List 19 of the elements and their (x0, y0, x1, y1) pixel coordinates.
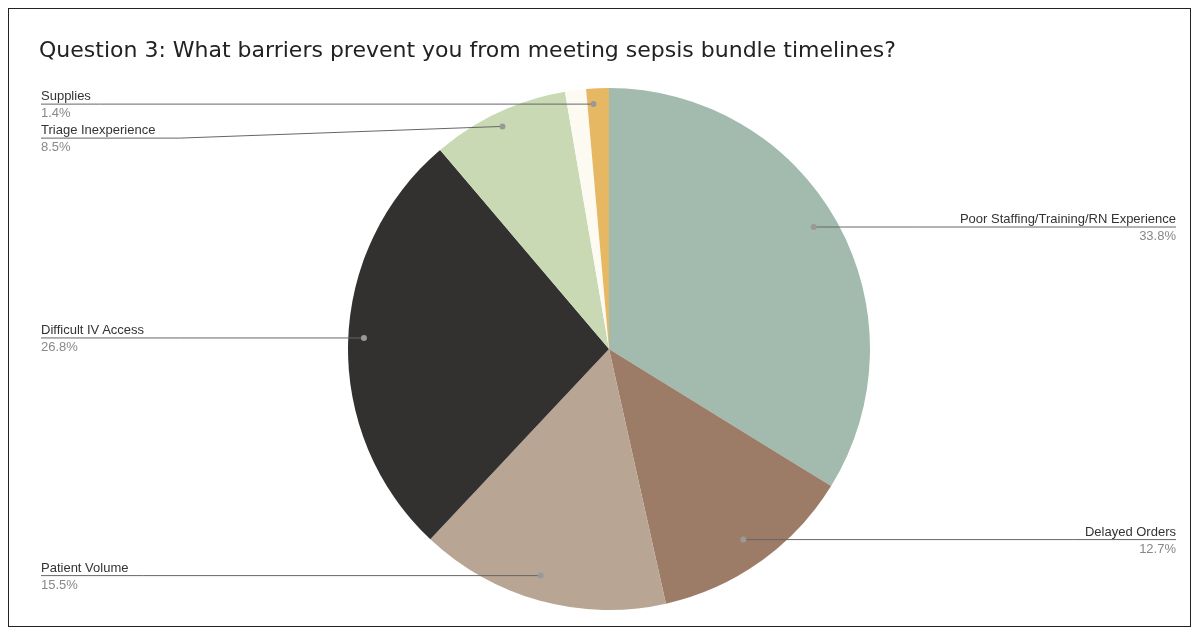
slice-label: Triage Inexperience (41, 122, 156, 138)
chart-title: Question 3: What barriers prevent you from meeting sepsis bundle timelines? (39, 37, 896, 62)
data-label: 8.5% (41, 139, 72, 155)
data-label: 33.8% (1139, 228, 1177, 243)
slice-label: Patient Volume (41, 559, 129, 575)
data-label: 15.5% (41, 576, 79, 592)
slice-label: Poor Staffing/Training/RN Experience (959, 211, 1176, 226)
slice-label: Difficult IV Access (41, 321, 145, 337)
pie-slice (348, 150, 609, 540)
pie-slice (609, 88, 870, 487)
slice-label: Supplies (41, 88, 92, 104)
pie-slice (430, 349, 666, 610)
data-label: 1.4% (41, 105, 72, 121)
pie-slice (609, 349, 832, 604)
pie-slice (564, 89, 609, 349)
pie-slice (440, 91, 609, 349)
data-label: 26.8% (41, 338, 79, 354)
slice-label: Delayed Orders (1084, 523, 1177, 539)
data-label: 12.7% (1139, 540, 1177, 556)
